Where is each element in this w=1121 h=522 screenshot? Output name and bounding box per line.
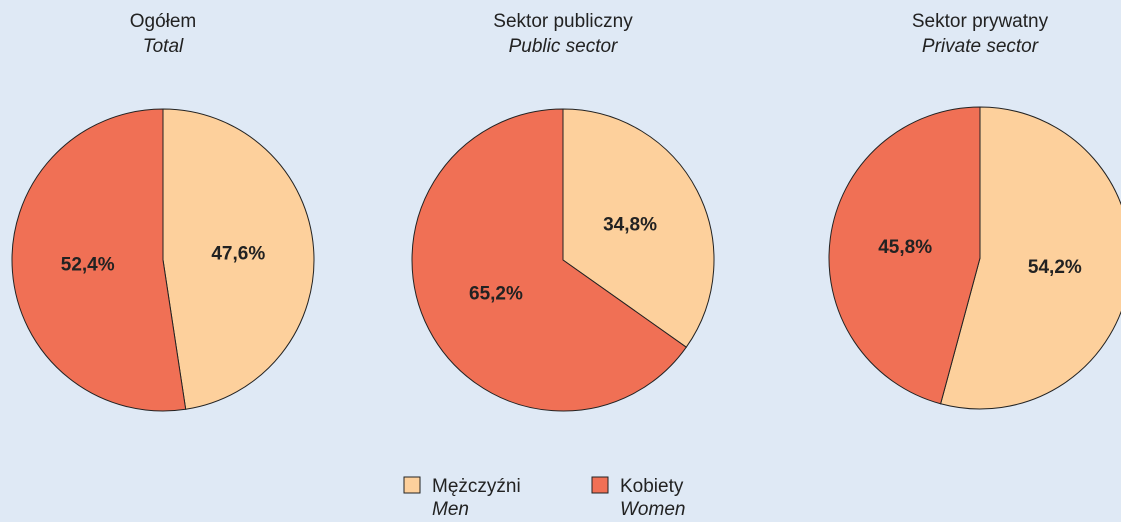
data-label: 47,6% bbox=[211, 243, 265, 264]
data-label: 34,8% bbox=[603, 214, 657, 235]
chart-title: Ogółem bbox=[130, 11, 197, 32]
data-label: 52,4% bbox=[61, 255, 115, 276]
legend-label-en: Men bbox=[432, 499, 469, 520]
pie-slice bbox=[411, 108, 687, 412]
legend-swatch bbox=[403, 476, 421, 494]
pie-slice bbox=[11, 108, 187, 412]
pie-slice bbox=[562, 108, 715, 348]
legend-label: Mężczyźni bbox=[432, 476, 521, 497]
legend-swatch bbox=[591, 476, 609, 494]
data-label: 65,2% bbox=[469, 284, 523, 305]
data-label: 45,8% bbox=[878, 237, 932, 258]
data-label: 54,2% bbox=[1028, 257, 1082, 278]
chart-title: Sektor publiczny bbox=[493, 11, 633, 32]
pie-slice bbox=[828, 106, 981, 405]
chart-title: Sektor prywatny bbox=[912, 11, 1049, 32]
chart-subtitle: Public sector bbox=[509, 36, 618, 57]
chart-subtitle: Total bbox=[143, 36, 184, 57]
legend-label: Kobiety bbox=[620, 476, 684, 497]
pie-slice bbox=[162, 108, 315, 410]
legend-label-en: Women bbox=[620, 499, 685, 520]
pie-slice bbox=[939, 106, 1121, 410]
chart-subtitle: Private sector bbox=[922, 36, 1039, 57]
